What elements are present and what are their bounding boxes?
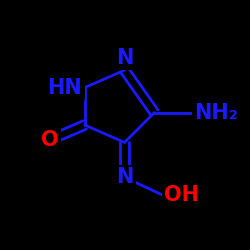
Text: O: O [41, 130, 59, 150]
Text: N: N [116, 48, 133, 68]
Text: N: N [116, 167, 133, 187]
Text: HN: HN [48, 78, 82, 98]
Text: NH₂: NH₂ [194, 102, 238, 122]
Text: OH: OH [164, 185, 200, 205]
